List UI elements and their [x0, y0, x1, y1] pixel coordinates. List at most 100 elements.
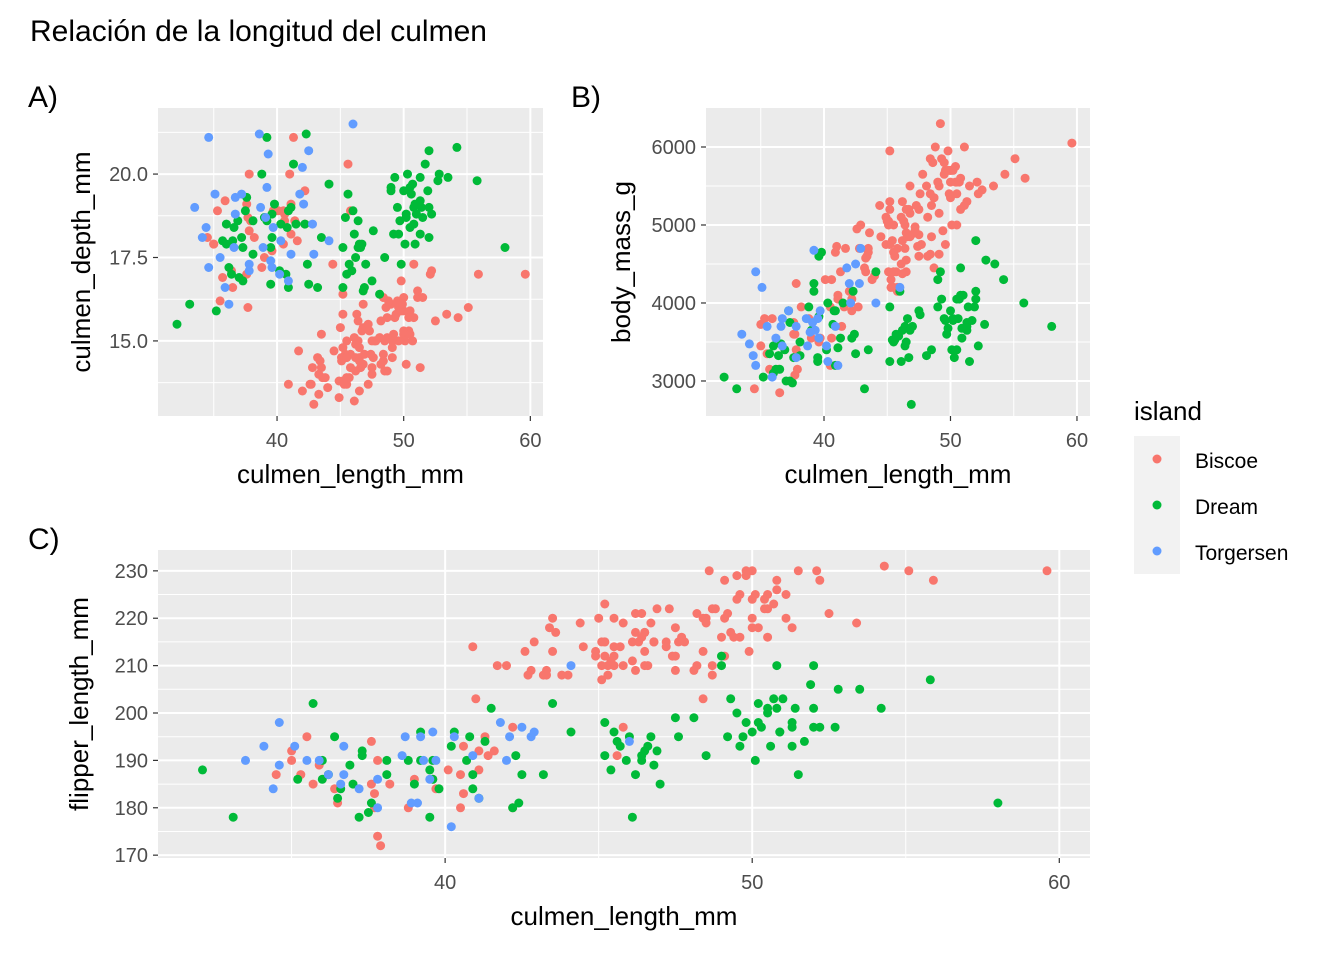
data-point-biscoe — [220, 196, 230, 206]
data-point-biscoe — [927, 201, 936, 210]
data-point-dream — [849, 329, 859, 339]
data-point-biscoe — [456, 770, 465, 780]
data-point-torgersen — [268, 223, 278, 232]
data-point-dream — [283, 283, 293, 292]
data-point-biscoe — [323, 383, 333, 393]
data-point-dream — [922, 351, 931, 361]
data-point-biscoe — [228, 283, 238, 292]
data-point-biscoe — [649, 637, 659, 647]
data-point-dream — [338, 243, 348, 252]
data-point-dream — [434, 784, 444, 794]
data-point-torgersen — [449, 732, 459, 742]
data-point-dream — [990, 259, 1000, 269]
y-tick-label: 210 — [115, 656, 148, 678]
data-point-dream — [750, 755, 760, 765]
data-point-biscoe — [1010, 154, 1020, 164]
data-point-dream — [316, 233, 326, 242]
y-tick-label: 15.0 — [109, 331, 148, 353]
data-point-biscoe — [557, 670, 567, 680]
data-point-dream — [338, 283, 348, 292]
data-point-biscoe — [732, 594, 742, 604]
data-point-biscoe — [474, 765, 484, 775]
data-point-biscoe — [930, 142, 940, 152]
data-point-torgersen — [495, 718, 505, 727]
data-point-dream — [465, 732, 475, 742]
data-point-dream — [885, 302, 895, 312]
data-point-biscoe — [756, 341, 766, 351]
data-point-dream — [1019, 298, 1029, 308]
x-tick-label: 50 — [393, 430, 415, 452]
data-point-dream — [701, 751, 711, 761]
data-point-biscoe — [914, 251, 924, 261]
data-point-biscoe — [308, 779, 318, 789]
data-point-torgersen — [813, 314, 823, 324]
data-point-dream — [566, 727, 576, 737]
data-point-biscoe — [473, 269, 483, 279]
data-point-dream — [933, 302, 943, 312]
data-point-biscoe — [483, 751, 493, 761]
data-point-dream — [348, 206, 358, 216]
data-point-biscoe — [627, 656, 637, 666]
data-point-dream — [689, 713, 699, 723]
data-point-dream — [965, 357, 974, 366]
y-tick-label: 180 — [115, 798, 148, 820]
data-point-biscoe — [744, 646, 754, 656]
data-point-biscoe — [365, 326, 374, 336]
data-point-dream — [943, 323, 953, 333]
data-point-dream — [425, 765, 435, 775]
data-point-torgersen — [274, 718, 284, 727]
data-point-biscoe — [631, 627, 640, 637]
data-point-biscoe — [603, 670, 613, 680]
data-point-dream — [266, 279, 276, 289]
data-point-biscoe — [787, 623, 797, 633]
data-point-dream — [915, 310, 925, 320]
data-point-dream — [270, 199, 279, 209]
x-axis-title: culmen_length_mm — [785, 459, 1012, 489]
data-point-dream — [600, 751, 610, 761]
data-point-dream — [937, 294, 947, 304]
data-point-biscoe — [334, 393, 344, 403]
data-point-biscoe — [609, 651, 619, 661]
data-point-dream — [609, 727, 619, 737]
data-point-torgersen — [822, 341, 831, 351]
data-point-biscoe — [612, 751, 622, 761]
data-point-biscoe — [918, 169, 928, 179]
y-axis-title: culmen_depth_mm — [66, 151, 96, 372]
data-point-biscoe — [474, 746, 484, 756]
y-axis-title: flipper_length_mm — [64, 597, 94, 811]
x-tick-label: 40 — [434, 872, 456, 894]
data-point-dream — [406, 189, 416, 199]
data-point-dream — [935, 267, 945, 277]
data-point-dream — [947, 345, 957, 355]
y-tick-label: 200 — [115, 703, 148, 725]
data-point-dream — [863, 345, 873, 355]
data-point-biscoe — [661, 642, 671, 652]
data-point-biscoe — [791, 279, 801, 288]
data-point-biscoe — [376, 316, 386, 326]
data-point-torgersen — [204, 132, 214, 142]
data-point-dream — [480, 736, 490, 746]
data-point-dream — [396, 259, 406, 269]
panel-c: 40 50 60 170 180 190 200 210 220 230 culmen_length… — [28, 523, 1090, 931]
data-point-biscoe — [548, 646, 558, 656]
data-point-biscoe — [652, 604, 662, 614]
data-point-dream — [342, 269, 352, 279]
data-point-dream — [970, 302, 979, 312]
data-point-dream — [735, 741, 745, 751]
data-point-dream — [906, 399, 916, 409]
data-point-torgersen — [339, 770, 349, 780]
y-tick-label: 190 — [115, 750, 148, 772]
data-point-torgersen — [413, 798, 422, 808]
data-point-dream — [747, 727, 757, 737]
data-point-torgersen — [406, 798, 416, 808]
data-point-biscoe — [354, 386, 364, 396]
data-point-torgersen — [256, 202, 266, 212]
data-point-biscoe — [925, 249, 935, 259]
data-point-torgersen — [737, 329, 747, 339]
data-point-dream — [446, 741, 456, 751]
data-point-biscoe — [594, 613, 604, 623]
data-point-dream — [228, 812, 238, 822]
data-point-torgersen — [776, 321, 786, 331]
data-point-torgersen — [505, 732, 515, 742]
data-point-biscoe — [409, 259, 419, 269]
